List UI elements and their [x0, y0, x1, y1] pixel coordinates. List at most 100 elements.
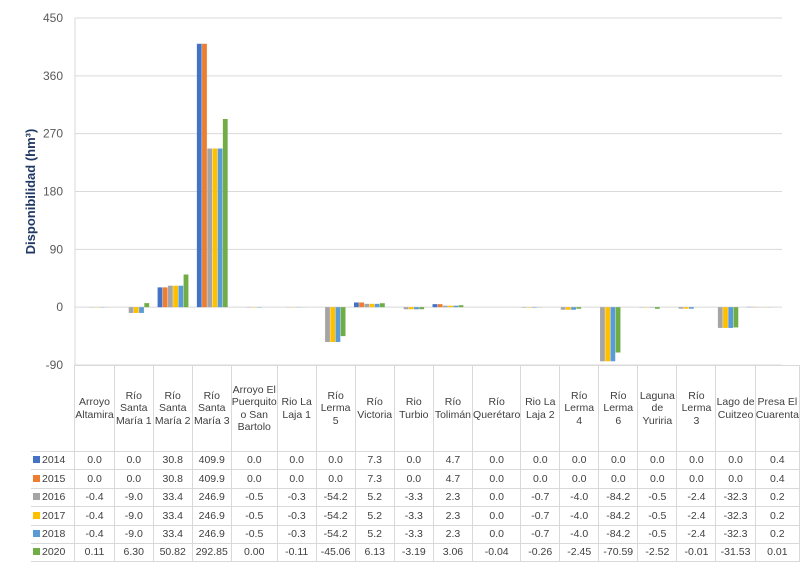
data-cell: -3.3: [393, 487, 434, 508]
bar-2014: [157, 287, 163, 308]
data-cell: -2.45: [559, 542, 600, 563]
data-cell: 0.0: [315, 469, 356, 489]
bar-2015: [162, 287, 168, 308]
bar-2017: [683, 307, 689, 309]
bar-2018: [414, 307, 419, 310]
bar-2016: [207, 148, 213, 308]
data-cell: 0.0: [230, 469, 278, 489]
data-cell: -9.0: [113, 524, 154, 544]
legend-entry: 2016: [31, 487, 76, 508]
data-cell: 33.4: [152, 506, 193, 526]
data-cell: 0.0: [472, 469, 522, 489]
bar-2020: [733, 307, 739, 328]
data-cell: -2.4: [676, 487, 717, 508]
data-cell: 5.2: [354, 506, 395, 526]
data-cell: 0.0: [676, 450, 717, 471]
data-cell: 6.13: [354, 542, 395, 563]
bar-2015: [359, 302, 364, 308]
data-cell: 0.0: [393, 450, 434, 471]
data-cell: 30.8: [152, 450, 193, 471]
data-cell: 0.0: [637, 450, 678, 471]
data-cell: -45.06: [315, 542, 356, 563]
data-cell: 50.82: [152, 542, 193, 563]
category-label: Río Victoria: [354, 365, 395, 452]
bar-2017: [173, 285, 178, 308]
data-cell: 409.9: [191, 469, 232, 489]
bar-2020: [144, 303, 150, 308]
bar-2017: [605, 307, 611, 362]
data-cell: 7.3: [354, 450, 395, 471]
data-cell: 0.0: [676, 469, 717, 489]
data-cell: 33.4: [152, 487, 193, 508]
table-row: 2016 -0.4 -9.0 33.4 246.9 -0.5 -0.3 -54.2 5.2 -3.…: [31, 487, 800, 508]
legend-label: 2018: [42, 528, 66, 540]
data-cell: -70.59: [598, 542, 639, 563]
data-cell: 0.2: [754, 506, 800, 526]
data-cell: 2.3: [432, 506, 474, 526]
bar-2018: [374, 303, 380, 308]
legend-label: 2015: [42, 472, 66, 485]
data-table: Arroyo Altamira Río Santa María 1 Río Sant…: [31, 365, 800, 563]
legend-swatch-icon: [33, 511, 40, 519]
data-cell: -2.4: [676, 524, 717, 544]
bar-2016: [560, 307, 566, 310]
data-cell: 0.0: [598, 469, 639, 489]
category-label: Lago de Cuitzeo: [715, 365, 756, 452]
data-cell: 0.11: [74, 542, 115, 563]
data-cell: -0.7: [520, 524, 561, 544]
table-row: 2018 -0.4 -9.0 33.4 246.9 -0.5 -0.3 -54.2 5.2 -3.…: [31, 524, 800, 544]
bar-2017: [448, 305, 453, 308]
bar-2016: [717, 307, 723, 328]
data-cell: -0.5: [637, 524, 678, 544]
data-cell: 0.0: [472, 506, 522, 526]
category-label: Arroyo Altamira: [74, 365, 115, 452]
data-cell: 0.0: [637, 469, 678, 489]
category-label: Rio Turbio: [393, 365, 434, 452]
data-cell: -0.01: [676, 542, 717, 563]
data-cell: 0.0: [276, 469, 317, 489]
data-cell: -32.3: [715, 506, 756, 526]
bar-2020: [615, 307, 621, 353]
data-cell: -0.3: [276, 524, 317, 544]
data-cell: 4.7: [432, 469, 474, 489]
bar-2018: [453, 305, 459, 308]
data-cell: 0.0: [74, 469, 115, 489]
category-label: Rio La Laja 1: [276, 365, 317, 452]
bar-2016: [325, 307, 330, 342]
data-cell: -0.3: [276, 506, 317, 526]
bar-2018: [217, 148, 223, 308]
data-cell: 0.0: [276, 450, 317, 471]
data-cell: 33.4: [152, 524, 193, 544]
legend-swatch-icon: [33, 493, 40, 501]
data-cell: -54.2: [315, 506, 356, 526]
bar-2016: [167, 285, 173, 308]
data-cell: -0.5: [230, 487, 278, 508]
category-label: Río Querétaro: [472, 365, 522, 452]
bar-2020: [576, 307, 582, 309]
data-cell: 0.00: [230, 542, 278, 563]
y-tick-label: 360: [43, 69, 63, 83]
bar-2016: [364, 303, 370, 308]
category-label: Río Lerma 3: [676, 365, 717, 452]
category-label: Arroyo El Puerquito o San Bartolo: [230, 365, 278, 452]
legend-label: 2017: [42, 509, 66, 522]
y-tick-label: 450: [43, 11, 63, 25]
data-cell: 0.2: [754, 487, 800, 508]
legend-label: 2020: [42, 546, 66, 559]
data-cell: -84.2: [598, 487, 639, 508]
data-cell: 246.9: [191, 487, 232, 508]
table-row: 2014 0.0 0.0 30.8 409.9 0.0 0.0 0.0 7.3 0.0 4.7 0.0…: [31, 450, 800, 471]
data-cell: 0.0: [715, 469, 756, 489]
data-cell: 0.01: [754, 542, 800, 563]
category-label: Río Santa María 3: [191, 365, 232, 452]
y-tick-label: 90: [50, 242, 64, 256]
data-cell: -4.0: [559, 487, 600, 508]
bar-2018: [139, 307, 144, 313]
legend-entry: 2017: [31, 506, 76, 526]
legend-entry: 2014: [31, 450, 76, 471]
legend-swatch-icon: [33, 474, 40, 482]
bar-2016: [600, 307, 605, 362]
data-cell: -9.0: [113, 506, 154, 526]
data-cell: -0.5: [230, 506, 278, 526]
